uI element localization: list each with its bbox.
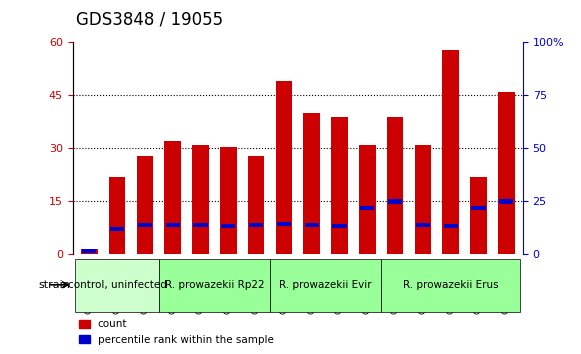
FancyBboxPatch shape (381, 259, 520, 312)
Bar (331, 117, 348, 255)
Bar (220, 147, 236, 255)
Bar (166, 223, 180, 227)
Text: R. prowazekii Evir: R. prowazekii Evir (279, 280, 372, 290)
Bar (499, 199, 513, 204)
Text: strain: strain (38, 280, 70, 290)
Bar (275, 81, 292, 255)
Legend: count, percentile rank within the sample: count, percentile rank within the sample (75, 315, 278, 349)
Text: R. prowazekii Erus: R. prowazekii Erus (403, 280, 498, 290)
FancyBboxPatch shape (76, 259, 159, 312)
Text: GDS3848 / 19055: GDS3848 / 19055 (76, 11, 223, 29)
Bar (359, 145, 375, 255)
FancyBboxPatch shape (270, 259, 381, 312)
Bar (414, 145, 431, 255)
Bar (138, 223, 152, 227)
Bar (137, 155, 153, 255)
Bar (248, 155, 264, 255)
Bar (249, 223, 263, 227)
Bar (221, 224, 235, 228)
Bar (332, 224, 346, 228)
FancyBboxPatch shape (159, 259, 270, 312)
Bar (303, 113, 320, 255)
Bar (109, 177, 125, 255)
Bar (470, 177, 487, 255)
Bar (471, 206, 486, 210)
Bar (304, 223, 319, 227)
Bar (277, 222, 291, 226)
Bar (443, 224, 458, 228)
Bar (83, 249, 96, 253)
Bar (192, 145, 209, 255)
Bar (164, 141, 181, 255)
Bar (110, 227, 124, 231)
Bar (360, 206, 374, 210)
Text: control, uninfected: control, uninfected (67, 280, 167, 290)
Bar (193, 223, 207, 227)
Bar (498, 92, 515, 255)
Bar (387, 117, 403, 255)
Bar (388, 199, 402, 204)
Text: R. prowazekii Rp22: R. prowazekii Rp22 (164, 280, 264, 290)
Bar (416, 223, 430, 227)
Bar (81, 249, 98, 255)
Bar (442, 50, 459, 255)
